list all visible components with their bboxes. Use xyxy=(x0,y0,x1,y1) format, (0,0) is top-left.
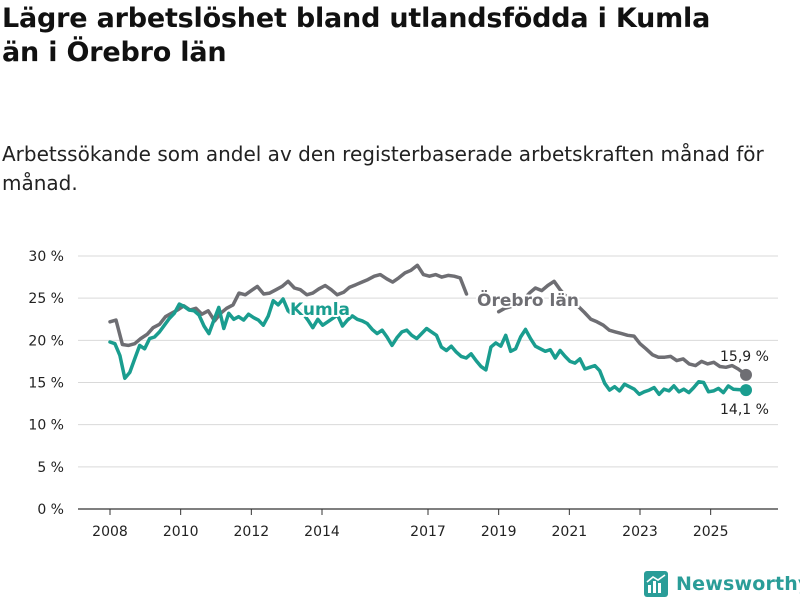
series-layer xyxy=(108,263,752,397)
chart-title-line: än i Örebro län xyxy=(2,37,227,68)
x-tick-label: 2012 xyxy=(234,524,270,540)
chart-title-line: Lägre arbetslöshet bland utlandsfödda i … xyxy=(2,3,711,34)
series-line-orebro-lan-segment xyxy=(496,279,748,377)
end-label-orebro-lan: 15,9 % xyxy=(720,349,769,365)
series-label-kumla: Kumla xyxy=(290,300,350,320)
series-line-orebro-lan xyxy=(108,263,469,348)
series-label-orebro-lan: Örebro län xyxy=(477,289,579,311)
newsworthy-logo[interactable]: Newsworthy xyxy=(644,570,800,598)
x-tick-label: 2021 xyxy=(552,524,588,540)
y-tick-label: 25 % xyxy=(28,291,64,307)
y-tick-label: 10 % xyxy=(28,418,64,434)
y-tick-label: 0 % xyxy=(37,502,64,518)
line-chart: 0 %5 %10 %15 %20 %25 %30 % 2008 2010 2012 2… xyxy=(28,249,778,540)
brand-name: Newsworthy xyxy=(676,573,800,595)
x-tick-label: 2023 xyxy=(622,524,658,540)
end-point-orebro-lan xyxy=(740,368,752,381)
series-labels: 15,9 % 14,1 % Örebro län Kumla xyxy=(288,287,769,418)
y-tick-label: 5 % xyxy=(37,460,64,476)
chart-subtitle: Arbetssökande som andel av den registerb… xyxy=(2,142,764,195)
series-line-kumla xyxy=(108,297,748,397)
x-tick-label: 2019 xyxy=(481,524,517,540)
x-tick-label: 2017 xyxy=(410,524,446,540)
x-tick-label: 2014 xyxy=(304,524,340,540)
end-label-kumla: 14,1 % xyxy=(720,402,769,418)
x-tick-label: 2025 xyxy=(693,524,729,540)
chart-title: Lägre arbetslöshet bland utlandsfödda i … xyxy=(2,2,798,70)
y-tick-label: 20 % xyxy=(28,333,64,349)
x-axis-ticks: 2008 2010 2012 2014 2017 2019 2021 2023 2025 xyxy=(92,509,728,540)
y-tick-label: 30 % xyxy=(28,249,64,265)
y-tick-label: 15 % xyxy=(28,376,64,392)
newsworthy-logo-icon xyxy=(644,571,668,597)
x-tick-label: 2008 xyxy=(92,524,128,540)
y-axis-ticks: 0 % 5 % 10 % 15 % 20 % 25 % 30 % xyxy=(28,249,64,518)
gridlines xyxy=(78,255,778,510)
end-point-kumla xyxy=(740,384,752,397)
x-tick-label: 2010 xyxy=(163,524,199,540)
